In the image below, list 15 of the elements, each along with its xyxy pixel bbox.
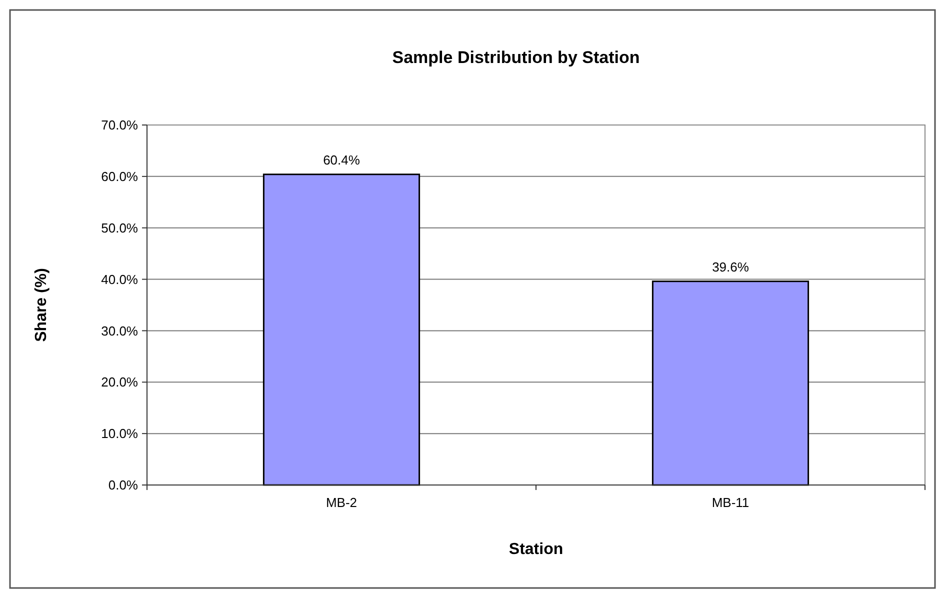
y-tick-label: 20.0%: [101, 374, 138, 390]
y-tick-label: 40.0%: [101, 272, 138, 287]
y-tick-label: 10.0%: [101, 426, 138, 442]
x-tick-label: MB-2: [326, 495, 358, 510]
y-tick-label: 0.0%: [108, 478, 138, 493]
y-tick-label: 50.0%: [101, 220, 138, 236]
data-label: 39.6%: [712, 259, 750, 274]
data-label: 60.4%: [323, 152, 360, 168]
y-tick-label: 60.0%: [101, 168, 138, 184]
chart-title: Sample Distribution by Station: [392, 48, 640, 67]
x-tick-label: MB-11: [712, 495, 750, 510]
y-axis-title: Share (%): [33, 268, 50, 342]
y-tick-label: 30.0%: [101, 323, 138, 338]
y-tick-label: 70.0%: [101, 118, 138, 133]
x-axis-title: Station: [508, 541, 564, 558]
